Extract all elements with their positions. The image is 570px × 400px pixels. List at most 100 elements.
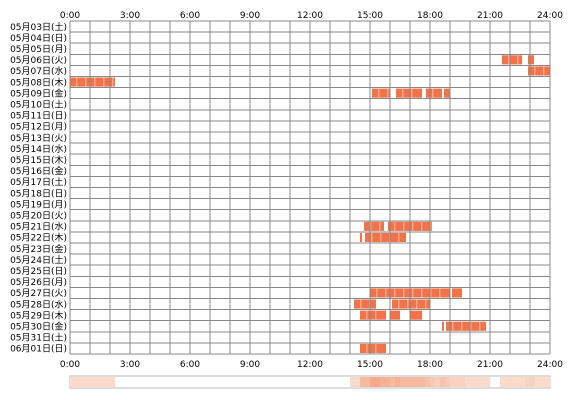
chart-grid: [69, 20, 551, 355]
x-tick-label-top: 3:00: [120, 11, 140, 21]
activity-bar-stripe: [543, 66, 545, 76]
activity-bar-stripe: [421, 288, 423, 298]
row-label: 05月14日(水): [10, 143, 67, 155]
row-label: 05月20日(火): [10, 210, 67, 221]
activity-bar-stripe: [370, 221, 372, 231]
activity-bar-stripe: [376, 288, 378, 298]
summary-cell: [370, 377, 376, 387]
activity-bar: [444, 88, 450, 98]
row-label: 05月26日(月): [10, 277, 67, 288]
summary-cell: [395, 377, 401, 387]
summary-cell: [440, 377, 446, 387]
activity-bar-stripe: [387, 88, 389, 98]
summary-cell: [410, 377, 416, 387]
activity-bar-stripe: [375, 310, 377, 320]
x-tick-label-top: 21:00: [477, 11, 503, 21]
x-tick-label-bottom: 18:00: [417, 360, 443, 370]
summary-cell: [515, 377, 521, 387]
activity-bar-stripe: [452, 321, 454, 331]
activity-bar: [446, 321, 486, 331]
activity-bar-stripe: [403, 288, 405, 298]
activity-bar: [360, 343, 386, 353]
activity-bar: [392, 299, 430, 309]
summary-cell: [375, 377, 381, 387]
activity-bar-stripe: [360, 299, 362, 309]
row-label: 05月28日(水): [10, 298, 67, 310]
activity-bar: [426, 88, 442, 98]
activity-bar: [442, 321, 444, 331]
x-tick-label-top: 9:00: [240, 11, 260, 21]
activity-bar: [452, 288, 462, 298]
summary-cell: [380, 377, 386, 387]
activity-bar-stripe: [430, 288, 432, 298]
activity-bar-stripe: [112, 77, 114, 87]
summary-cell: [545, 377, 551, 387]
activity-bar-stripe: [403, 221, 405, 231]
row-label: 05月16日(金): [10, 165, 67, 177]
summary-cell: [445, 377, 451, 387]
row-label: 05月19日(月): [10, 199, 67, 210]
summary-cell: [390, 377, 396, 387]
activity-bar-stripe: [394, 221, 396, 231]
summary-strip: [69, 375, 551, 389]
activity-bar-stripe: [407, 299, 409, 309]
summary-cell: [80, 377, 86, 387]
activity-bar: [410, 310, 422, 320]
summary-cell: [385, 377, 391, 387]
activity-bar-stripe: [479, 321, 481, 331]
summary-cell: [525, 377, 531, 387]
activity-bar-stripe: [412, 221, 414, 231]
activity-bar: [70, 77, 115, 87]
summary-cell: [485, 377, 491, 387]
activity-bar: [360, 310, 386, 320]
activity-bar-stripe: [416, 299, 418, 309]
row-label: 05月17日(土): [10, 176, 67, 188]
x-tick-label-top: 18:00: [417, 11, 443, 21]
activity-bar-stripe: [534, 66, 536, 76]
summary-cell: [405, 377, 411, 387]
activity-bar: [528, 66, 550, 76]
summary-cell: [435, 377, 441, 387]
row-label: 05月05日(月): [10, 44, 67, 55]
summary-cell: [75, 377, 81, 387]
summary-cell: [360, 377, 366, 387]
activity-bar: [365, 232, 406, 242]
row-label: 05月31日(土): [10, 332, 67, 344]
summary-cell: [475, 377, 481, 387]
row-label: 05月07日(水): [10, 65, 67, 77]
summary-cell: [505, 377, 511, 387]
summary-cell: [400, 377, 406, 387]
row-label: 05月24日(土): [10, 254, 67, 266]
summary-cell: [95, 377, 101, 387]
summary-cell: [510, 377, 516, 387]
row-label: 05月29日(木): [10, 309, 67, 321]
x-tick-label-bottom: 6:00: [180, 360, 200, 370]
x-tick-label-bottom: 0:00: [60, 360, 80, 370]
activity-bar-stripe: [85, 77, 87, 87]
summary-cell: [480, 377, 486, 387]
summary-cell: [90, 377, 96, 387]
x-tick-label-top: 0:00: [60, 11, 80, 21]
summary-cell: [530, 377, 536, 387]
x-tick-label-top: 6:00: [180, 11, 200, 21]
row-label: 05月12日(月): [10, 122, 67, 133]
summary-cell: [110, 377, 116, 387]
summary-cell: [465, 377, 471, 387]
summary-cell: [365, 377, 371, 387]
activity-bar-stripe: [421, 221, 423, 231]
row-label: 05月18日(日): [10, 188, 67, 199]
row-label: 05月03日(土): [10, 21, 67, 33]
activity-bar-stripe: [398, 299, 400, 309]
row-labels: 05月03日(土)05月04日(日)05月05日(月)05月06日(火)05月0…: [10, 21, 67, 355]
activity-bar: [360, 232, 362, 242]
summary-cell: [100, 377, 106, 387]
row-label: 05月08日(木): [10, 76, 67, 88]
activity-bar-stripe: [378, 88, 380, 98]
summary-cell: [455, 377, 461, 387]
x-tick-label-bottom: 12:00: [297, 360, 323, 370]
activity-bar-stripe: [402, 88, 404, 98]
summary-cell: [470, 377, 476, 387]
x-tick-label-bottom: 3:00: [120, 360, 140, 370]
activity-bar: [372, 88, 390, 98]
